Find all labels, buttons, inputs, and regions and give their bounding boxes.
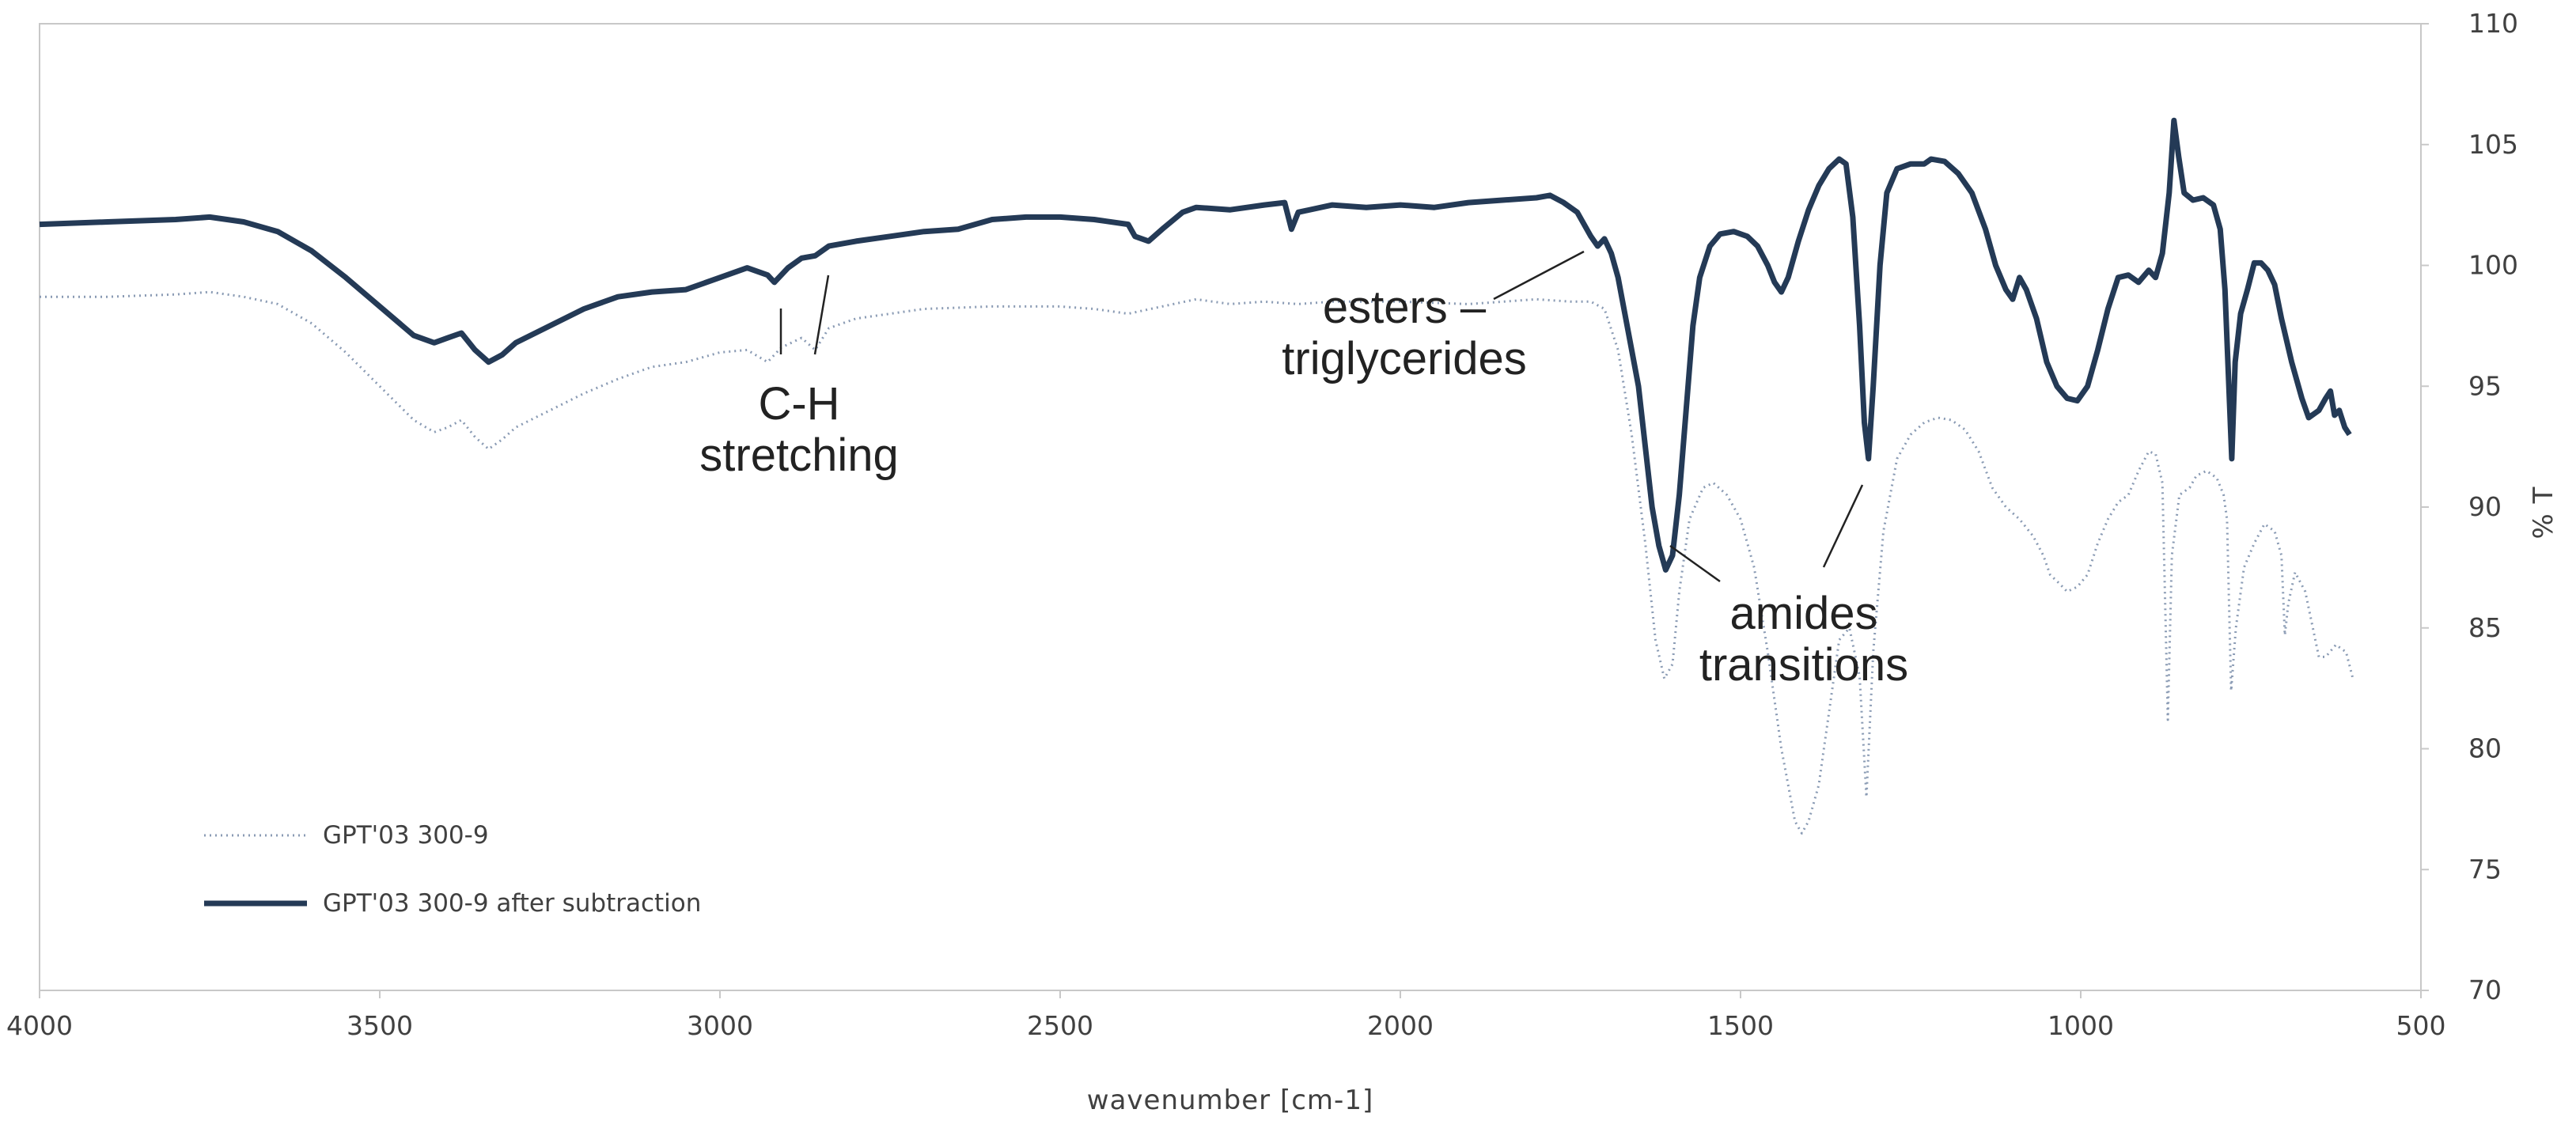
- y-tick-label: 80: [2468, 733, 2502, 764]
- y-tick-label: 70: [2468, 975, 2502, 1005]
- x-tick-label: 4000: [6, 1010, 73, 1041]
- x-axis-title: wavenumber [cm-1]: [1087, 1085, 1373, 1116]
- y-tick-label: 110: [2468, 8, 2518, 39]
- y-tick-label: 105: [2468, 129, 2518, 160]
- legend-label-1: GPT'03 300-9 after subtraction: [323, 889, 701, 918]
- x-tick-label: 2500: [1027, 1010, 1093, 1041]
- x-tick-label: 500: [2396, 1010, 2446, 1041]
- annotation-leaders: [779, 250, 1864, 583]
- y-tick-label: 100: [2468, 250, 2518, 281]
- plot-area: [39, 23, 2422, 991]
- amides-leader-1: [1669, 544, 1721, 583]
- annotation-amides-line2: transitions: [1699, 639, 1908, 691]
- legend: GPT'03 300-9 GPT'03 300-9 after subtract…: [204, 821, 701, 918]
- y-axis-ticks: 70 75 80 85 90 95 100 105 110: [2421, 8, 2518, 1005]
- x-tick-label: 3000: [687, 1010, 753, 1041]
- annotation-esters-line2: triglycerides: [1282, 333, 1526, 384]
- x-axis-ticks: 4000 3500 3000 2500 2000 1500 1000 500: [6, 990, 2446, 1041]
- x-tick-label: 1000: [2048, 1010, 2114, 1041]
- annotation-amides-line1: amides: [1730, 588, 1878, 639]
- y-tick-label: 90: [2468, 491, 2502, 522]
- annotation-ch-line2: stretching: [699, 430, 898, 481]
- annotation-ch-line1: C-H: [758, 378, 839, 430]
- x-tick-label: 2000: [1367, 1010, 1434, 1041]
- legend-label-0: GPT'03 300-9: [323, 821, 489, 850]
- series-line-original: [40, 290, 2354, 835]
- y-tick-label: 75: [2468, 854, 2502, 884]
- series-line-subtracted: [39, 117, 2352, 573]
- y-tick-label: 85: [2468, 612, 2502, 643]
- esters-leader: [1493, 250, 1585, 301]
- x-tick-label: 3500: [347, 1010, 413, 1041]
- y-tick-label: 95: [2468, 370, 2502, 401]
- series-group: [39, 117, 2354, 835]
- y-axis-title: % T: [2528, 486, 2559, 539]
- amides-leader-2: [1822, 484, 1864, 568]
- ch-leader-2: [813, 274, 830, 355]
- x-tick-label: 1500: [1707, 1010, 1774, 1041]
- annotation-esters-line1: esters –: [1323, 282, 1487, 333]
